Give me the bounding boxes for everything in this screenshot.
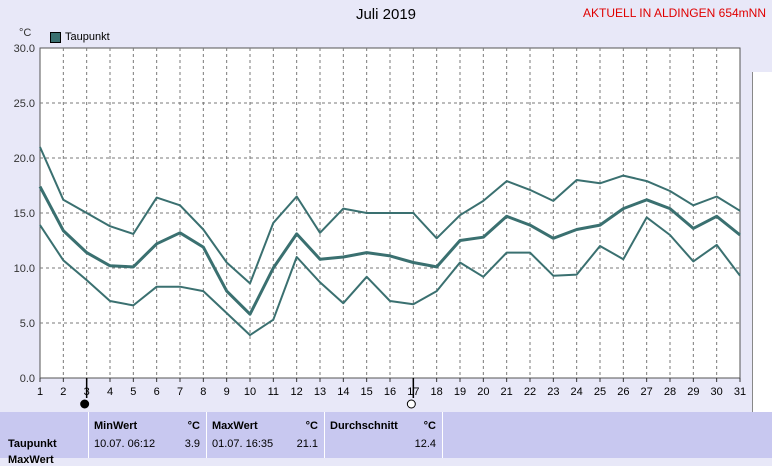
stats-cell-max: MaxWert °C 01.07. 16:35 21.1 (206, 412, 325, 458)
x-tick-label: 13 (314, 386, 326, 398)
x-tick-label: 23 (547, 386, 559, 398)
x-tick-label: 14 (337, 386, 349, 398)
chart-svg: 0.05.010.015.020.025.030.012345678910111… (14, 43, 746, 409)
side-panel (752, 72, 772, 412)
min-time: 10.07. 06:12 (94, 438, 156, 450)
x-tick-label: 11 (268, 386, 279, 398)
legend: Taupunkt (50, 31, 110, 43)
max-time: 01.07. 16:35 (212, 438, 274, 450)
x-tick-label: 22 (524, 386, 536, 398)
stats-cell-label (0, 412, 89, 458)
max-value: 21.1 (296, 438, 318, 450)
stats-cell-min: MinWert °C 10.07. 06:12 3.9 (88, 412, 207, 458)
y-tick-label: 20.0 (14, 153, 35, 165)
min-value: 3.9 (184, 438, 200, 450)
x-tick-label: 28 (664, 386, 676, 398)
new-moon-icon (406, 399, 416, 409)
station-label: AKTUELL IN ALDINGEN 654mNN (583, 6, 766, 20)
min-header: MinWert (94, 420, 138, 432)
x-tick-label: 16 (384, 386, 396, 398)
x-tick-label: 8 (200, 386, 206, 398)
y-tick-label: 10.0 (14, 263, 35, 275)
y-axis-unit: °C (19, 27, 32, 39)
x-tick-label: 7 (177, 386, 183, 398)
x-tick-label: 21 (501, 386, 513, 398)
y-tick-label: 25.0 (14, 98, 35, 110)
x-tick-label: 12 (291, 386, 303, 398)
x-tick-label: 15 (361, 386, 373, 398)
x-tick-label: 10 (244, 386, 256, 398)
x-tick-label: 27 (641, 386, 653, 398)
x-tick-label: 1 (37, 386, 43, 398)
x-tick-label: 4 (107, 386, 113, 398)
avg-value: 12.4 (414, 438, 436, 450)
avg-header: Durchschnitt (330, 420, 398, 432)
x-tick-label: 5 (130, 386, 136, 398)
x-tick-label: 24 (571, 386, 583, 398)
stats-table: Taupunkt MaxWert MinWert °C 10.07. 06:12… (0, 412, 772, 466)
x-tick-label: 29 (687, 386, 699, 398)
x-tick-label: 6 (154, 386, 160, 398)
y-tick-label: 15.0 (14, 208, 35, 220)
stats-cell-avg: Durchschnitt °C 12.4 (324, 412, 443, 458)
x-tick-label: 31 (734, 386, 746, 398)
legend-label: Taupunkt (65, 31, 110, 43)
series-line-avg (38, 185, 741, 316)
x-tick-label: 30 (711, 386, 723, 398)
x-tick-label: 20 (477, 386, 489, 398)
x-tick-label: 26 (617, 386, 629, 398)
x-tick-label: 2 (60, 386, 66, 398)
x-tick-label: 9 (224, 386, 230, 398)
avg-unit: °C (423, 420, 436, 432)
min-unit: °C (187, 420, 200, 432)
max-header: MaxWert (212, 420, 258, 432)
legend-swatch (50, 31, 61, 43)
x-tick-label: 18 (431, 386, 443, 398)
series-line-max (39, 146, 741, 285)
x-tick-label: 25 (594, 386, 606, 398)
series-line-min (39, 216, 741, 337)
x-tick-label: 19 (454, 386, 466, 398)
chart-title: Juli 2019 (355, 6, 417, 23)
y-tick-label: 30.0 (14, 43, 35, 55)
stats-row-label: Taupunkt (8, 438, 57, 450)
y-tick-label: 0.0 (20, 373, 35, 385)
y-tick-label: 5.0 (20, 318, 35, 330)
full-moon-icon (80, 399, 90, 409)
max-unit: °C (305, 420, 318, 432)
